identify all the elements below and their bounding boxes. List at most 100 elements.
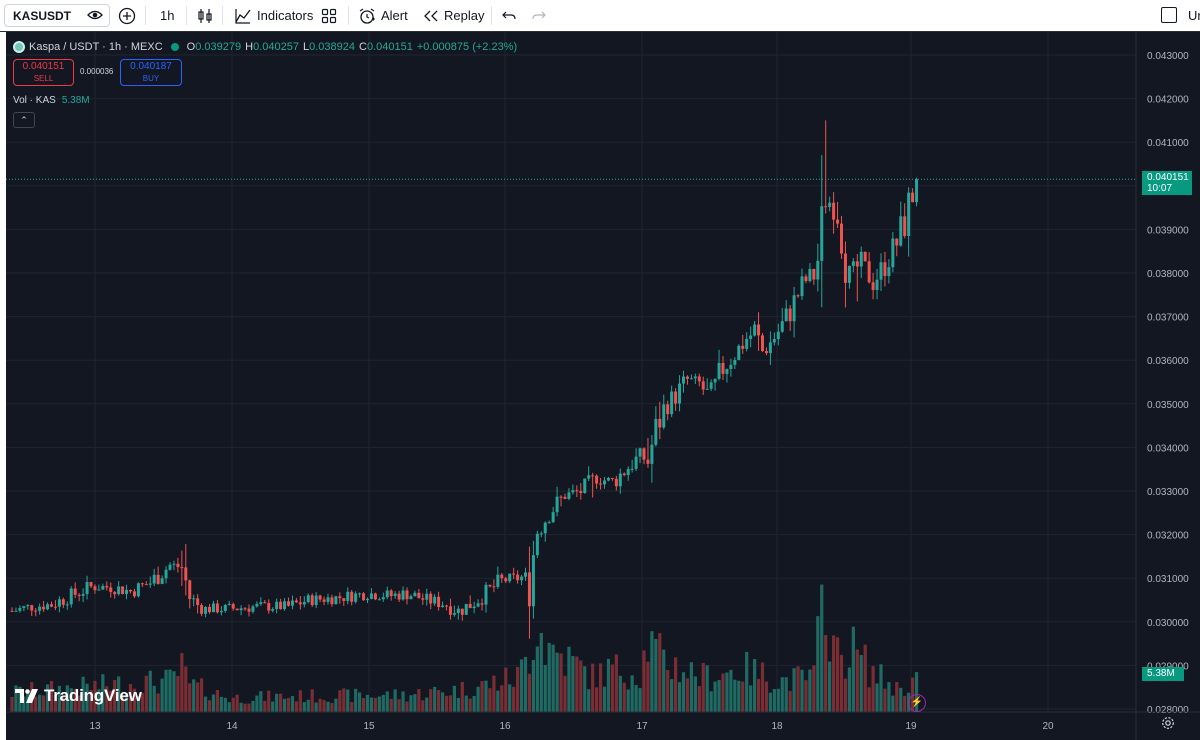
candle-body bbox=[599, 483, 603, 485]
gear-icon[interactable] bbox=[1161, 716, 1175, 735]
candle-body bbox=[808, 268, 812, 282]
legend-close-key: C bbox=[358, 41, 367, 53]
candle-body bbox=[867, 261, 871, 283]
volume-bar bbox=[144, 675, 148, 712]
volume-bar bbox=[22, 696, 26, 712]
candle-body bbox=[907, 192, 911, 237]
candle-body bbox=[227, 603, 231, 605]
candle-body bbox=[535, 533, 539, 556]
collapse-legend-button[interactable]: ⌃ bbox=[13, 112, 35, 128]
candle-body bbox=[753, 324, 757, 336]
candle-body bbox=[385, 590, 389, 598]
volume-bar bbox=[121, 696, 125, 712]
toggle-checkbox[interactable] bbox=[1161, 7, 1177, 23]
volume-bar bbox=[484, 680, 488, 712]
candle-body bbox=[729, 364, 733, 370]
candle-body bbox=[338, 596, 342, 599]
volume-bar bbox=[867, 687, 871, 712]
volume-bar bbox=[180, 653, 184, 712]
volume-bar bbox=[53, 694, 58, 712]
chart-grid bbox=[6, 32, 1136, 712]
volume-bar bbox=[496, 690, 500, 712]
candle-body bbox=[705, 388, 709, 390]
volume-bar bbox=[559, 653, 563, 712]
candle-body bbox=[555, 496, 559, 513]
candle-body bbox=[527, 572, 531, 607]
candle-body bbox=[456, 608, 460, 614]
legend-close-value: 0.040151 bbox=[366, 41, 413, 53]
volume-bar bbox=[914, 672, 919, 712]
volume-bar bbox=[251, 700, 255, 712]
candle-body bbox=[630, 468, 634, 470]
candle-body bbox=[452, 613, 456, 615]
candle-body bbox=[283, 601, 287, 610]
alert-label: Alert bbox=[381, 8, 408, 23]
volume-bar bbox=[733, 679, 737, 712]
candle-body bbox=[772, 339, 776, 343]
volume-bar bbox=[124, 692, 129, 712]
volume-bar bbox=[859, 655, 863, 712]
eye-icon[interactable] bbox=[87, 8, 103, 22]
candle-body bbox=[219, 610, 223, 613]
price-tick-label: 0.031000 bbox=[1147, 574, 1189, 585]
candle-body bbox=[713, 378, 717, 383]
candle-body bbox=[678, 383, 682, 404]
candle-body bbox=[468, 603, 472, 609]
volume-bar bbox=[587, 689, 591, 712]
volume-bar bbox=[128, 684, 133, 712]
interval-button[interactable]: 1h bbox=[160, 4, 174, 27]
candle-body bbox=[342, 598, 346, 601]
candle-body bbox=[559, 496, 563, 498]
volume-bar bbox=[164, 669, 168, 712]
redo-icon bbox=[531, 9, 547, 23]
indicators-button[interactable]: Indicators bbox=[234, 4, 313, 27]
volume-bar bbox=[93, 680, 97, 712]
volume-bar bbox=[109, 690, 113, 712]
candle-body bbox=[674, 391, 678, 404]
candle-body bbox=[685, 376, 689, 379]
alert-button[interactable]: Alert bbox=[358, 4, 408, 27]
layouts-button[interactable] bbox=[321, 4, 337, 27]
buy-button[interactable]: 0.040187 BUY bbox=[120, 59, 182, 86]
candle-body bbox=[626, 469, 630, 476]
last-volume-badge: 5.38M bbox=[1142, 667, 1184, 681]
candle-body bbox=[14, 610, 18, 612]
volume-bar bbox=[200, 678, 204, 712]
time-tick-label: 14 bbox=[226, 721, 238, 732]
candle-body bbox=[891, 238, 895, 268]
sell-button[interactable]: 0.040151 SELL bbox=[13, 59, 74, 86]
candle-body bbox=[733, 359, 737, 365]
price-tick-label: 0.037000 bbox=[1147, 313, 1189, 324]
volume-bar bbox=[780, 677, 784, 712]
candle-body bbox=[610, 477, 614, 479]
candle-body bbox=[583, 478, 587, 493]
top-toolbar: KASUSDT 1h Indicators Alert bbox=[0, 0, 1200, 31]
replay-button[interactable]: Replay bbox=[423, 4, 484, 27]
volume-bar bbox=[101, 674, 105, 712]
candle-body bbox=[152, 574, 156, 584]
chart-pane[interactable]: 0.0430000.0420000.0410000.0400000.039000… bbox=[0, 31, 1200, 740]
volume-bar bbox=[385, 691, 389, 712]
undo-button[interactable] bbox=[501, 4, 517, 27]
symbol-search[interactable]: KASUSDT bbox=[4, 4, 110, 27]
candle-body bbox=[654, 418, 658, 445]
price-tick-label: 0.030000 bbox=[1147, 618, 1189, 629]
volume-bar bbox=[286, 697, 291, 712]
volume-legend-label: Vol · KAS bbox=[13, 95, 56, 106]
volume-bar bbox=[140, 693, 144, 712]
bar-countdown: 10:07 bbox=[1147, 183, 1173, 194]
redo-button[interactable] bbox=[531, 4, 547, 27]
candle-body bbox=[373, 593, 377, 600]
volume-bar bbox=[448, 695, 453, 712]
candle-body bbox=[247, 608, 251, 612]
candle-body bbox=[492, 586, 496, 588]
bolt-icon[interactable]: ⚡ bbox=[908, 694, 926, 712]
candlestick-chart[interactable]: 0.0430000.0420000.0410000.0400000.039000… bbox=[0, 32, 1200, 740]
compare-button[interactable] bbox=[118, 4, 136, 27]
volume-bar bbox=[302, 702, 306, 712]
volume-bar bbox=[49, 680, 54, 712]
chart-type-button[interactable] bbox=[196, 4, 214, 27]
volume-bar bbox=[235, 694, 239, 712]
candle-body bbox=[480, 603, 484, 605]
volume-bar bbox=[314, 702, 318, 712]
